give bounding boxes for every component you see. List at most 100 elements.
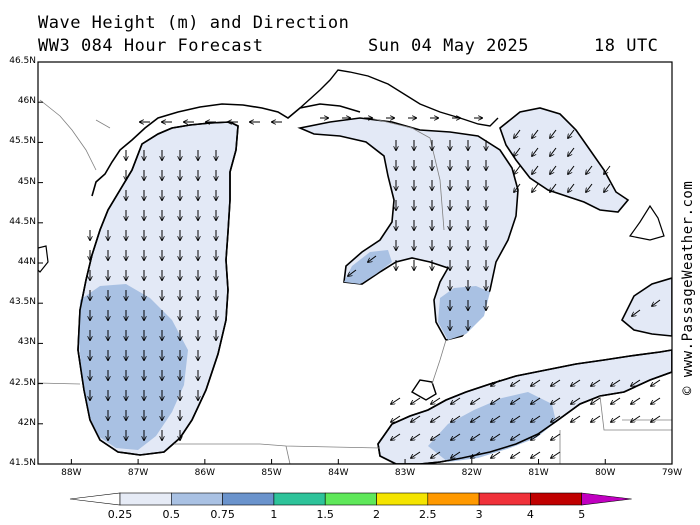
- wave-arrow: [550, 129, 557, 138]
- lat-label: 41.5N: [9, 458, 36, 468]
- lon-label: 82W: [461, 468, 482, 478]
- wave-arrow: [550, 147, 557, 156]
- scale-segment: [324, 492, 377, 506]
- political-borders: [38, 99, 672, 464]
- wave-arrow: [514, 183, 521, 192]
- forecast-time: 18 UTC: [594, 36, 659, 56]
- small-lake-west: [38, 245, 49, 273]
- wave-arrow: [531, 397, 541, 404]
- wave-arrow: [451, 415, 461, 422]
- small-lake-east: [628, 204, 665, 241]
- wave-arrow: [511, 379, 521, 386]
- wave-arrow: [591, 397, 601, 404]
- wave-arrow: [491, 397, 501, 404]
- wave-arrow: [568, 129, 575, 138]
- scale-label: 2: [373, 508, 380, 521]
- wave-arrow: [651, 397, 661, 404]
- scale-segment: [530, 492, 583, 506]
- wave-arrow: [531, 379, 541, 386]
- lat-label: 43N: [17, 337, 36, 348]
- wave-arrow: [551, 415, 561, 422]
- lat-label: 44.5N: [9, 216, 36, 227]
- wave-arrow: [571, 415, 581, 422]
- forecast-date: Sun 04 May 2025: [368, 36, 530, 56]
- wave-arrow: [491, 379, 501, 386]
- wave-arrow: [431, 433, 441, 440]
- wave-arrow: [631, 379, 641, 386]
- wave-arrow: [471, 451, 481, 458]
- scale-label: 5: [578, 508, 586, 521]
- lon-label: 86W: [194, 468, 215, 478]
- scale-low-triangle: [69, 492, 121, 506]
- scale-label: 4: [526, 508, 534, 521]
- wave-arrow: [550, 183, 557, 192]
- scale-label: 1: [270, 508, 278, 521]
- wave-arrow: [391, 397, 401, 404]
- wave-arrow: [604, 165, 611, 174]
- lat-label: 42.5N: [9, 377, 36, 388]
- wave-arrow: [514, 129, 521, 138]
- wave-arrow: [568, 183, 575, 192]
- wave-arrow: [611, 415, 621, 422]
- wave-arrow: [491, 451, 501, 458]
- lat-label: 45N: [17, 176, 36, 187]
- wave-arrow: [571, 379, 581, 386]
- wave-arrow: [568, 147, 575, 156]
- wave-arrow: [411, 451, 421, 458]
- wave-arrow: [550, 165, 557, 174]
- lon-label: 87W: [127, 468, 149, 478]
- lat-label: 43.5N: [9, 297, 36, 308]
- scale-label: 2.5: [419, 508, 437, 521]
- lake-superior: [92, 66, 500, 196]
- title-line-1: Wave Height (m) and Direction: [38, 13, 350, 33]
- wave-arrow: [631, 415, 641, 422]
- lat-label: 46.5N: [9, 56, 36, 66]
- wave-arrow: [491, 415, 501, 422]
- wave-arrow: [604, 183, 611, 192]
- wave-arrow: [652, 299, 661, 306]
- scale-segment: [376, 492, 429, 506]
- wave-arrow: [471, 415, 481, 422]
- wave-arrow: [431, 451, 441, 458]
- wave-arrow: [532, 183, 539, 192]
- wave-arrow: [551, 451, 561, 458]
- scale-segment: [222, 492, 275, 506]
- wave-arrow: [471, 397, 481, 404]
- wave-arrow: [632, 309, 641, 316]
- scale-high-triangle: [581, 492, 632, 506]
- wave-arrow: [631, 397, 641, 404]
- wave-arrow: [532, 129, 539, 138]
- wave-arrow: [514, 165, 521, 174]
- lat-label: 42N: [17, 417, 36, 428]
- lon-label: 88W: [61, 468, 82, 478]
- lon-label: 83W: [394, 468, 416, 478]
- scale-label: 3: [475, 508, 483, 521]
- wave-arrow: [611, 397, 621, 404]
- scale-segment: [273, 492, 326, 506]
- lake-huron: [297, 117, 519, 341]
- superior-north-shore: [299, 69, 499, 127]
- axis-ticks: [38, 61, 673, 465]
- lat-label: 46N: [17, 96, 36, 107]
- lake-ontario: [621, 277, 672, 337]
- lon-label: 79W: [661, 468, 683, 478]
- wave-arrow: [651, 379, 661, 386]
- title-line-2: WW3 084 Hour Forecast: [38, 36, 264, 56]
- wave-arrow: [591, 415, 601, 422]
- wave-arrow: [514, 147, 521, 156]
- lake-erie-band: [428, 392, 556, 462]
- lon-label: 84W: [328, 468, 349, 478]
- scale-label: 1.5: [316, 508, 334, 521]
- lat-label: 45.5N: [9, 136, 36, 147]
- scale-label: 0.75: [210, 508, 235, 521]
- scale-label: 0.5: [162, 508, 181, 521]
- lake-st-clair: [411, 379, 437, 401]
- lon-label: 80W: [595, 468, 616, 478]
- saginaw-bay-band: [344, 250, 392, 284]
- wave-arrow: [591, 379, 601, 386]
- wave-arrow: [391, 415, 401, 422]
- wave-arrow: [651, 415, 661, 422]
- wave-arrow: [531, 415, 541, 422]
- lon-label: 85W: [261, 468, 282, 478]
